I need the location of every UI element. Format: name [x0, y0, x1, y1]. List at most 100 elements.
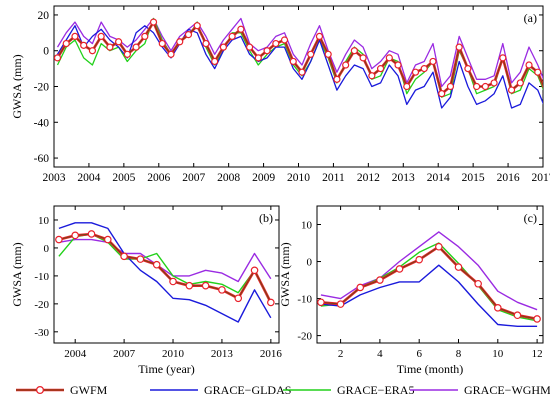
series-point-gwfm — [542, 92, 543, 95]
y-tick-label: 0 — [307, 257, 313, 269]
series-point-gwfm — [169, 277, 177, 286]
series-point-gwfm — [376, 65, 385, 73]
plot-area — [55, 222, 275, 323]
series-point-gwfm — [71, 32, 79, 41]
series-point-gwfm — [185, 281, 194, 290]
x-tick-label: 12 — [532, 348, 543, 360]
y-tick-label: 10 — [301, 220, 313, 232]
series-point-gwfm — [481, 82, 489, 91]
x-tick-label: 2016 — [260, 348, 283, 360]
series-point-gwfm — [533, 315, 541, 323]
y-tick-label: -20 — [34, 299, 49, 311]
x-tick-label: 4 — [377, 348, 383, 360]
series-point-gwfm — [429, 57, 437, 66]
series-line-grace-era5 — [58, 233, 272, 305]
series-point-gwfm — [403, 82, 411, 91]
series-point-gwfm — [132, 43, 140, 51]
legend-label-grace-era5: GRACE−ERA5 — [337, 383, 414, 397]
x-tick-label: 2010 — [287, 172, 310, 184]
series-point-gwfm — [298, 68, 306, 76]
series-point-gwfm — [219, 43, 228, 51]
series-point-gwfm — [474, 279, 482, 288]
series-point-gwfm — [395, 265, 404, 273]
x-tick-label: 2014 — [427, 172, 450, 184]
series-point-gwfm — [307, 50, 315, 58]
series-point-gwfm — [359, 54, 367, 62]
plot-frame — [53, 5, 544, 168]
panel-label: (c) — [524, 211, 537, 225]
series-line-grace-wghm — [58, 238, 272, 283]
series-point-gwfm — [415, 255, 423, 264]
x-tick-label: 2017 — [532, 172, 550, 184]
series-point-gwfm — [525, 61, 533, 69]
series-point-gwfm — [263, 47, 271, 55]
series-point-gwfm — [438, 90, 446, 98]
series-point-gwfm — [324, 50, 332, 58]
series-point-gwfm — [342, 61, 350, 69]
legend-marker-gwfm — [35, 385, 45, 395]
series-point-gwfm — [149, 18, 158, 26]
y-tick-label: -30 — [34, 327, 49, 339]
series-point-gwfm — [104, 235, 112, 244]
series-point-gwfm — [237, 25, 245, 33]
series-point-gwfm — [218, 286, 226, 294]
x-tick-label: 2004 — [64, 348, 87, 360]
legend: GWFM GRACE−GLDAS GRACE−ERA5 GRACE−WGHM — [16, 383, 550, 397]
series-point-gwfm — [394, 61, 402, 69]
series-point-gwfm — [254, 54, 262, 62]
plot-frame — [53, 205, 280, 344]
x-tick-label: 2004 — [77, 172, 100, 184]
plot-frame — [316, 205, 544, 344]
series-point-gwfm — [55, 235, 63, 244]
x-tick-label: 2 — [338, 348, 344, 360]
series-point-gwfm — [228, 32, 236, 41]
y-axis-label: GWSA (mm) — [10, 54, 24, 118]
y-axis-label: GWSA (mm) — [278, 242, 292, 306]
series-point-gwfm — [454, 263, 463, 271]
x-tick-label: 10 — [492, 348, 504, 360]
series-point-gwfm — [493, 304, 502, 312]
y-tick-label: 0 — [43, 46, 49, 58]
x-tick-label: 2011 — [322, 172, 345, 184]
plot-area — [54, 17, 543, 109]
series-point-gwfm — [368, 72, 376, 80]
series-point-gwfm — [176, 38, 184, 46]
series-point-gwfm — [356, 283, 365, 292]
x-tick-label: 2005 — [112, 172, 135, 184]
series-point-gwfm — [250, 266, 259, 275]
series-point-gwfm — [211, 57, 219, 66]
y-tick-label: -40 — [34, 117, 50, 129]
series-point-gwfm — [333, 75, 341, 83]
series-point-gwfm — [289, 57, 297, 66]
y-tick-label: -10 — [34, 271, 49, 283]
series-point-gwfm — [420, 65, 428, 73]
x-tick-label: 2006 — [147, 172, 170, 184]
panel-b-chart: 2004 2007 2010 2013 2016 -30 -20 -10 0 10 GWSA (mm… — [10, 205, 283, 376]
series-point-gwfm — [97, 32, 105, 41]
series-point-gwfm — [507, 86, 516, 94]
x-tick-label: 2007 — [182, 172, 205, 184]
x-tick-label: 2013 — [211, 348, 234, 360]
x-tick-label: 6 — [416, 348, 422, 360]
y-axis-label: GWSA (mm) — [10, 242, 24, 306]
series-point-gwfm — [141, 32, 149, 41]
series-point-gwfm — [490, 79, 498, 87]
series-point-gwfm — [446, 82, 455, 91]
series-point-gwfm — [184, 31, 193, 39]
y-tick-label: 20 — [38, 10, 50, 22]
series-point-gwfm — [350, 47, 358, 55]
legend-label-gwfm: GWFM — [70, 383, 108, 397]
series-line-grace-gldas — [320, 264, 538, 327]
series-point-gwfm — [193, 22, 201, 30]
series-point-gwfm — [455, 43, 463, 51]
series-line-grace-gldas — [58, 222, 272, 323]
series-point-gwfm — [136, 255, 145, 263]
series-point-gwfm — [62, 39, 70, 48]
series-point-gwfm — [411, 68, 420, 76]
x-tick-label: 2016 — [497, 172, 520, 184]
y-tick-label: 0 — [44, 243, 50, 255]
series-point-gwfm — [80, 41, 88, 49]
y-tick-label: -10 — [297, 294, 312, 306]
series-point-gwfm — [158, 39, 166, 48]
series-point-gwfm — [317, 298, 325, 307]
